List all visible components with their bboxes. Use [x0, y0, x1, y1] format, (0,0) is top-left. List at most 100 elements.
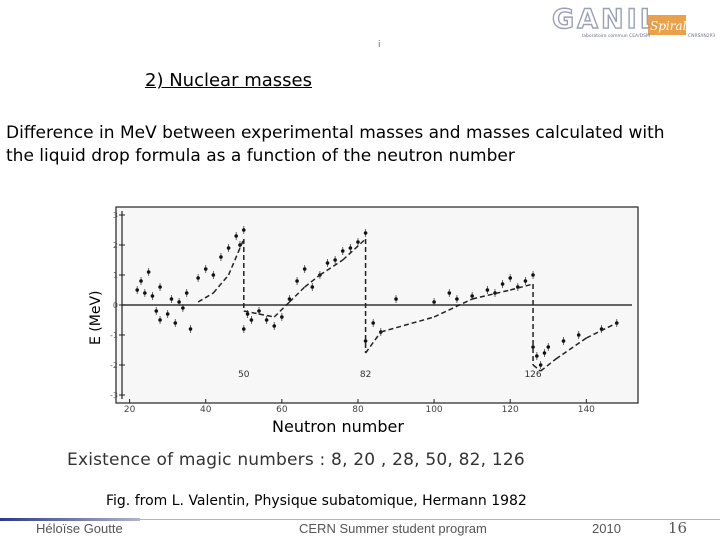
trend-segment [433, 298, 473, 318]
data-point [135, 288, 140, 292]
data-point [455, 297, 459, 301]
data-point [542, 351, 547, 355]
data-point [394, 297, 398, 301]
data-point [280, 315, 284, 319]
data-point [538, 363, 543, 367]
trend-segment [288, 286, 306, 303]
data-point [363, 231, 368, 235]
data-point [363, 339, 368, 343]
y-tick-label: 3 [113, 211, 118, 220]
data-point [310, 285, 315, 289]
footer-author: Héloïse Goutte [36, 521, 123, 536]
trend-segment [212, 274, 230, 294]
trend-segment [258, 313, 275, 318]
data-point [196, 276, 200, 280]
data-point [226, 246, 231, 250]
data-point [264, 318, 269, 322]
data-point [146, 270, 151, 274]
trend-segment [197, 292, 214, 303]
data-point [165, 312, 170, 316]
trend-segment [532, 364, 542, 372]
data-point [173, 321, 178, 325]
x-tick-label: 40 [200, 405, 212, 415]
y-tick-label: 0 [113, 301, 118, 310]
data-point [325, 261, 330, 265]
data-point [181, 306, 185, 310]
trend-segment [540, 358, 557, 372]
data-point [249, 318, 254, 322]
data-point [245, 312, 250, 316]
data-point [188, 327, 193, 331]
y-tick-label: 1 [113, 271, 118, 280]
mass-difference-chart: E (MeV) 3 2 1 0 -1 -2 -3 20 40 60 80 100 120 140 50 82 1… [88, 206, 639, 415]
data-point [219, 255, 223, 259]
description-line-1: Difference in MeV between experimental m… [6, 123, 665, 143]
y-tick-label: 2 [113, 241, 118, 250]
data-point [241, 327, 246, 331]
footer-event: CERN Summer student program [299, 521, 487, 536]
logo-tagline2: CNRS/IN2P3 [688, 33, 715, 39]
data-point [203, 267, 208, 271]
trend-segment [319, 259, 344, 276]
description-line-2: the liquid drop formula as a function of… [6, 146, 515, 166]
data-point [143, 291, 147, 295]
x-tick-label: 120 [502, 405, 519, 415]
data-point [257, 309, 261, 313]
logo-tagline: laboratoire commun CEA/DSM [582, 33, 650, 39]
x-axis-label: Neutron number [272, 417, 404, 436]
data-point [500, 282, 505, 286]
trend-segment [471, 289, 511, 300]
trend-segment [273, 301, 290, 318]
footer-divider [0, 519, 720, 520]
data-point [169, 297, 174, 301]
x-tick-label: 100 [425, 405, 442, 415]
y-tick-label: -1 [110, 331, 118, 340]
data-point [371, 321, 375, 325]
data-point [234, 234, 238, 238]
data-point [139, 279, 143, 283]
data-point [241, 228, 246, 232]
magic-number-label: 50 [238, 370, 250, 380]
magic-number-label: 126 [524, 370, 541, 380]
data-point [523, 279, 528, 283]
trend-segment [555, 337, 587, 360]
footer-accent-bar [0, 518, 140, 521]
slide-title: 2) Nuclear masses [145, 70, 312, 91]
data-point [158, 285, 162, 289]
data-point [531, 345, 535, 349]
data-point [287, 297, 292, 301]
data-point [340, 249, 345, 253]
data-point [184, 291, 189, 295]
slide-marker: i [378, 40, 381, 50]
data-point [150, 294, 155, 298]
magic-numbers-caption: Existence of magic numbers : 8, 20 , 28,… [67, 450, 525, 470]
trend-segment [585, 322, 618, 339]
data-point [485, 288, 490, 292]
logo-text: GANIL [552, 4, 660, 35]
data-point [432, 300, 436, 304]
logo-sub: Spiral2 [650, 19, 694, 33]
trend-segment [510, 283, 534, 291]
trend-segment [364, 331, 382, 354]
x-tick-label: 60 [276, 405, 288, 415]
data-point [447, 291, 452, 295]
x-tick-label: 80 [352, 405, 364, 415]
logo-badge [648, 15, 686, 35]
data-point [295, 279, 299, 283]
trend-segment [304, 274, 321, 288]
data-point [531, 273, 535, 277]
data-point [272, 324, 277, 328]
trend-segment [243, 310, 260, 315]
data-point [302, 267, 307, 271]
y-tick-label: -3 [110, 391, 118, 400]
data-point [356, 240, 360, 244]
x-tick-label: 140 [578, 405, 595, 415]
data-point [546, 345, 551, 349]
data-point [333, 258, 337, 262]
slide-description: Difference in MeV between experimental m… [6, 122, 718, 168]
data-point [211, 273, 216, 277]
trend-segment [227, 238, 245, 276]
y-tick-label: -2 [110, 361, 118, 370]
data-point [158, 318, 162, 322]
trend-segment [380, 316, 435, 333]
